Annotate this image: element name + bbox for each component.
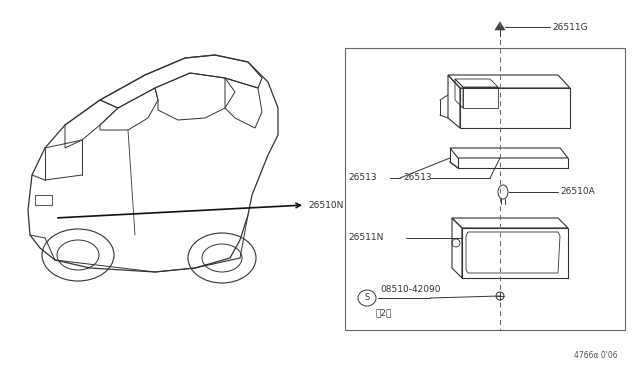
- Text: S: S: [364, 294, 370, 302]
- Text: 26510N: 26510N: [308, 201, 344, 209]
- Text: （2）: （2）: [376, 308, 392, 317]
- Polygon shape: [495, 22, 505, 30]
- Text: 4766α 0'06: 4766α 0'06: [574, 351, 618, 360]
- Text: 26513: 26513: [403, 173, 432, 183]
- Text: 26513: 26513: [348, 173, 376, 183]
- Text: 08510-42090: 08510-42090: [380, 285, 440, 294]
- Text: 26511N: 26511N: [348, 234, 383, 243]
- Bar: [345, 48, 625, 330]
- Text: 26510A: 26510A: [560, 187, 595, 196]
- Text: 26511G: 26511G: [552, 22, 588, 32]
